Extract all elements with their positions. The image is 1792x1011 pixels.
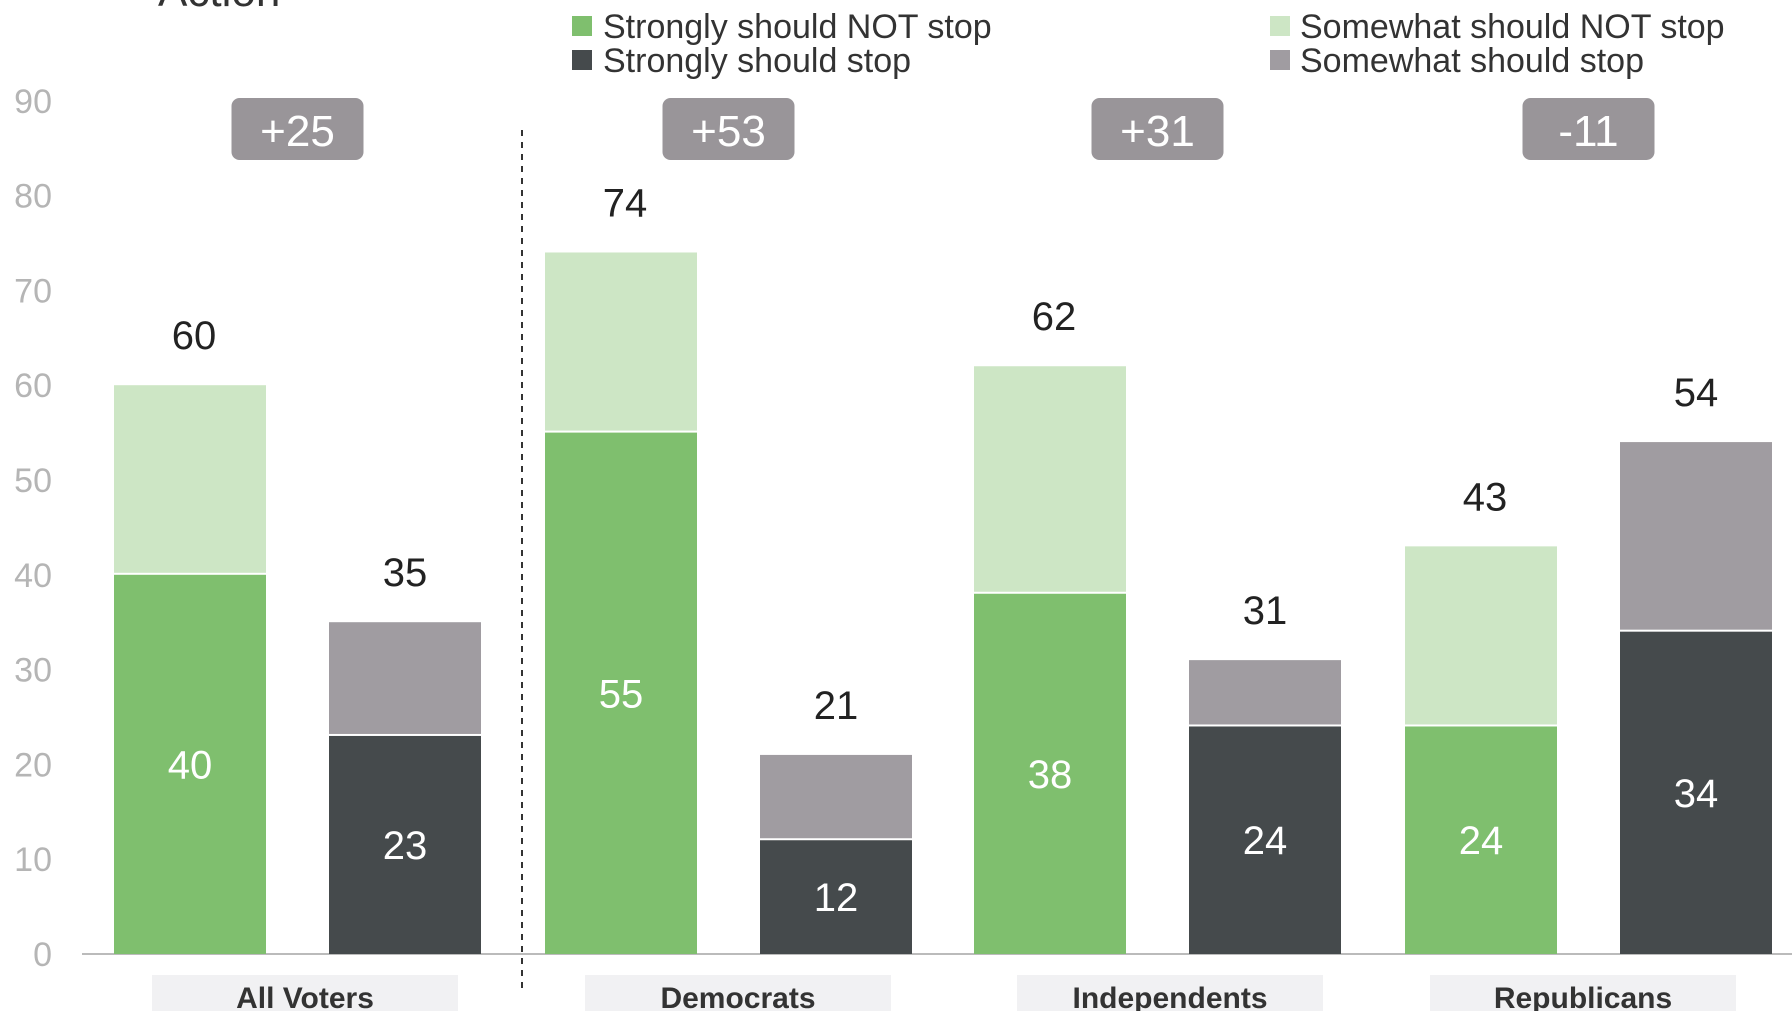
margin-badge-text: +53 [691,107,766,156]
y-tick-label: 70 [14,272,52,310]
chart-title-fragment: Action [158,0,280,16]
bar-strongly-stop [1189,726,1341,954]
inner-label-strongly-stop: 23 [383,824,428,868]
total-label-stop: 31 [1243,589,1288,633]
bar-somewhat-not-stop [974,366,1126,592]
y-tick-label: 20 [14,746,52,784]
bar-strongly-stop [329,735,481,954]
bar-strongly-stop [760,840,912,954]
group-label-bg [585,975,891,1011]
y-tick-label: 10 [14,841,52,879]
bar-somewhat-stop [1620,442,1772,630]
title-layer: Action [158,0,280,16]
bar-strongly-stop [1620,631,1772,954]
group-label-bg [1017,975,1323,1011]
group-labels: All Voters Democrats Independents Republica… [152,975,1736,1011]
total-label-not-stop: 74 [603,181,648,225]
margin-badge [1522,98,1655,160]
margin-badge [1091,98,1224,160]
y-tick-label: 60 [14,367,52,405]
total-label-not-stop: 60 [172,314,217,358]
bar-somewhat-not-stop [545,252,697,431]
legend-swatch [1270,50,1290,70]
bar-strongly-not-stop [1405,726,1557,954]
margin-badge [231,98,364,160]
legend-entry: Strongly should stop [603,42,911,80]
group-label-bg [152,975,458,1011]
y-tick-label: 40 [14,557,52,595]
inner-label-strongly-stop: 12 [814,876,859,920]
inner-label-strongly-not-stop: 40 [168,743,213,787]
inner-label-strongly-not-stop: 55 [599,672,644,716]
group-label-bg [1430,975,1736,1011]
y-tick-label: 90 [14,83,52,121]
bar-somewhat-stop [1189,660,1341,725]
legend-swatch [572,50,592,70]
y-tick-label: 0 [33,936,52,974]
bars-layer [114,252,1772,955]
legend-entry: Somewhat should NOT stop [1300,8,1725,46]
bar-somewhat-not-stop [1405,546,1557,725]
total-label-not-stop: 62 [1032,295,1077,339]
margin-badges: +25 +53 +31 -11 [231,98,1655,160]
group-label: Independents [1072,982,1267,1011]
labels-layer: 60 35 40 23 74 21 55 12 62 31 38 24 43 54 24 34 [168,181,1719,920]
y-tick-label: 30 [14,652,52,690]
bar-somewhat-not-stop [114,385,266,573]
margin-badge-text: +25 [260,107,335,156]
margin-badge-text: +31 [1120,107,1195,156]
total-label-stop: 21 [814,684,859,728]
group-label: Democrats [660,982,815,1011]
bar-somewhat-stop [760,754,912,839]
inner-label-strongly-stop: 34 [1674,772,1719,816]
total-label-stop: 35 [383,551,428,595]
bar-strongly-not-stop [545,432,697,955]
y-tick-label: 80 [14,178,52,216]
group-label: All Voters [236,982,374,1011]
margin-badge [662,98,795,160]
total-label-not-stop: 43 [1463,475,1508,519]
legend-swatch [572,16,592,36]
legend-swatch [1270,16,1290,36]
legend-entry: Somewhat should stop [1300,42,1644,80]
legend-entry: Strongly should NOT stop [603,8,992,46]
total-label-stop: 54 [1674,371,1719,415]
inner-label-strongly-stop: 24 [1243,819,1288,863]
bar-somewhat-stop [329,622,481,734]
margin-badge-text: -11 [1558,107,1618,156]
bar-strongly-not-stop [114,574,266,954]
bar-strongly-not-stop [974,593,1126,954]
inner-label-strongly-not-stop: 38 [1028,753,1073,797]
inner-label-strongly-not-stop: 24 [1459,819,1504,863]
y-tick-label: 50 [14,462,52,500]
group-label: Republicans [1494,982,1672,1011]
